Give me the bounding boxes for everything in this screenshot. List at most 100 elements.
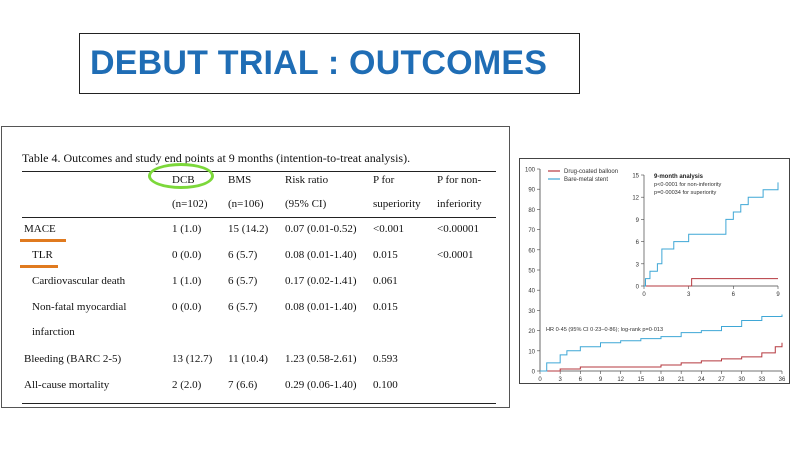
table-cell: 6 (5.7) <box>228 301 258 313</box>
y-tick-label: 100 <box>525 168 536 174</box>
inset-y-tick-label: 6 <box>636 240 640 246</box>
y-tick-label: 90 <box>528 188 535 194</box>
x-tick-label: 30 <box>738 377 745 383</box>
y-tick-label: 60 <box>528 248 535 254</box>
x-tick-label: 24 <box>698 377 705 383</box>
mace-underline <box>20 239 66 242</box>
header-p-superiority: P for <box>373 174 395 186</box>
table-cell: 1.23 (0.58-2.61) <box>285 353 357 365</box>
table-cell: 1 (1.0) <box>172 223 202 235</box>
table-cell: 0.015 <box>373 249 398 261</box>
header-bms-n: (n=106) <box>228 198 264 210</box>
inset-x-tick-label: 0 <box>642 292 646 298</box>
table-header-rule <box>22 217 496 218</box>
inset-x-tick-label: 6 <box>732 292 736 298</box>
y-tick-label: 10 <box>528 349 535 355</box>
table-cell: 0.29 (0.06-1.40) <box>285 379 357 391</box>
row-label-mi-cont: infarction <box>32 326 75 338</box>
table-cell: 15 (14.2) <box>228 223 269 235</box>
header-superiority: superiority <box>373 198 421 210</box>
y-tick-label: 0 <box>532 370 536 376</box>
km-chart-panel: 100 90 80 70 60 50 40 30 20 10 0 0 3 6 9 12 15 18 21 24 27 30… <box>519 158 790 384</box>
inset-title: 9-month analysis <box>654 174 704 180</box>
x-tick-label: 6 <box>579 377 583 383</box>
header-dcb: DCB <box>172 174 195 186</box>
y-tick-label: 30 <box>528 309 535 315</box>
inset-y-tick-label: 15 <box>632 174 639 180</box>
legend-label: Bare-metal stent <box>564 177 608 183</box>
tlr-underline <box>20 265 58 268</box>
series-line-dcb <box>540 342 783 372</box>
table-cell: 7 (6.6) <box>228 379 258 391</box>
table-cell: 13 (12.7) <box>172 353 213 365</box>
inset-x-tick-label: 3 <box>687 292 691 298</box>
header-risk-ratio: Risk ratio <box>285 174 329 186</box>
x-tick-label: 33 <box>758 377 765 383</box>
x-tick-label: 9 <box>599 377 603 383</box>
x-tick-label: 36 <box>779 377 786 383</box>
table-cell: 1 (1.0) <box>172 275 202 287</box>
inset-series-line-dcb <box>644 278 778 287</box>
header-dcb-n: (n=102) <box>172 198 208 210</box>
y-tick-label: 50 <box>528 269 535 275</box>
table-cell: <0.00001 <box>437 223 479 235</box>
table-cell: 0.17 (0.02-1.41) <box>285 275 357 287</box>
row-label-mortality: All-cause mortality <box>24 379 110 391</box>
row-label-tlr: TLR <box>32 249 53 261</box>
header-p-noninferiority: P for non- <box>437 174 482 186</box>
table-cell: 0.100 <box>373 379 398 391</box>
inset-pvalue-text: p=0·00034 for superiority <box>654 190 717 196</box>
header-bms: BMS <box>228 174 252 186</box>
table-cell: 0.593 <box>373 353 398 365</box>
header-ci: (95% CI) <box>285 198 327 210</box>
table-cell: <0.0001 <box>437 249 474 261</box>
table-cell: 0.08 (0.01-1.40) <box>285 301 357 313</box>
inset-background <box>644 175 778 286</box>
y-tick-label: 20 <box>528 329 535 335</box>
row-label-bleeding: Bleeding (BARC 2-5) <box>24 353 122 365</box>
row-label-cv-death: Cardiovascular death <box>32 275 126 287</box>
x-tick-label: 21 <box>678 377 685 383</box>
table-cell: 0 (0.0) <box>172 301 202 313</box>
table-cell: 0 (0.0) <box>172 249 202 261</box>
outcomes-table-panel: Table 4. Outcomes and study end points a… <box>1 126 510 408</box>
x-tick-label: 3 <box>558 377 562 383</box>
table-caption: Table 4. Outcomes and study end points a… <box>22 151 411 165</box>
table-cell: 0.07 (0.01-0.52) <box>285 223 357 235</box>
table-top-rule <box>22 171 496 172</box>
table-cell: 6 (5.7) <box>228 249 258 261</box>
x-tick-label: 0 <box>538 377 542 383</box>
x-tick-label: 27 <box>718 377 725 383</box>
y-tick-label: 40 <box>528 289 535 295</box>
x-tick-label: 18 <box>658 377 665 383</box>
inset-series-line-bms <box>644 182 779 287</box>
table-cell: 2 (2.0) <box>172 379 202 391</box>
row-label-mace: MACE <box>24 223 56 235</box>
inset-y-tick-label: 9 <box>636 218 640 224</box>
y-tick-label: 80 <box>528 208 535 214</box>
series-line-bms <box>540 314 783 372</box>
y-tick-label: 70 <box>528 228 535 234</box>
header-inferiority: inferiority <box>437 198 482 210</box>
inset-y-tick-label: 0 <box>636 285 640 291</box>
table-cell: <0.001 <box>373 223 404 235</box>
inset-y-tick-label: 12 <box>632 196 639 202</box>
legend-label: Drug-coated balloon <box>564 169 618 175</box>
table-cell: 0.08 (0.01-1.40) <box>285 249 357 261</box>
table-cell: 11 (10.4) <box>228 353 268 365</box>
inset-pvalue-text: p<0·0001 for non-inferiority <box>654 182 722 188</box>
table-cell: 0.061 <box>373 275 398 287</box>
slide-title: DEBUT TRIAL : OUTCOMES <box>90 44 548 82</box>
table-bottom-rule <box>22 403 496 404</box>
slide-title-box: DEBUT TRIAL : OUTCOMES <box>79 33 580 94</box>
x-tick-label: 15 <box>637 377 644 383</box>
inset-x-tick-label: 9 <box>776 292 780 298</box>
hr-annotation: HR 0·45 (95% CI 0·23–0·86); log-rank p=0… <box>546 327 663 333</box>
table-cell: 6 (5.7) <box>228 275 258 287</box>
dcb-highlight-circle <box>148 163 214 189</box>
table-cell: 0.015 <box>373 301 398 313</box>
inset-y-tick-label: 3 <box>636 262 640 268</box>
row-label-mi: Non-fatal myocardial <box>32 301 127 313</box>
x-tick-label: 12 <box>617 377 624 383</box>
